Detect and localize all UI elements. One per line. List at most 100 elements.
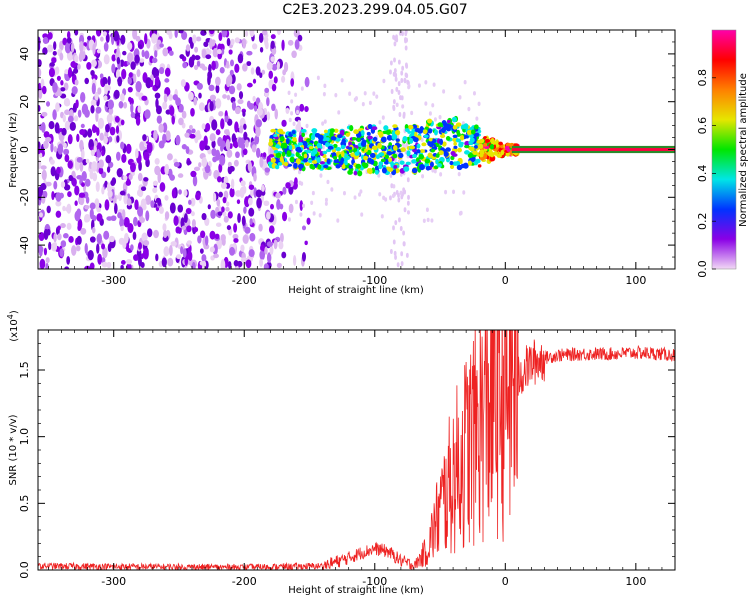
heatmap-cell xyxy=(184,132,190,138)
heatmap-cell xyxy=(378,120,382,125)
heatmap-cell xyxy=(132,231,137,240)
heatmap-cell xyxy=(162,133,167,144)
heatmap-cell xyxy=(242,148,248,156)
heatmap-cell xyxy=(244,196,250,208)
heatmap-cell xyxy=(130,111,136,119)
heatmap-cell xyxy=(232,233,239,240)
heatmap-cell xyxy=(60,87,66,92)
heatmap-cell xyxy=(377,173,381,178)
heatmap-cell xyxy=(299,200,304,211)
heatmap-cell xyxy=(276,262,282,268)
heatmap-cell xyxy=(59,248,64,257)
heatmap-cell xyxy=(400,261,404,267)
heatmap-cell xyxy=(189,124,193,130)
heatmap-cell xyxy=(412,153,417,159)
colorbar-tick-label: 0.2 xyxy=(696,212,709,230)
heatmap-cell xyxy=(103,54,110,65)
heatmap-cell xyxy=(228,165,235,172)
heatmap-cell xyxy=(390,60,393,66)
spectrogram-x-label: Height of straight line (km) xyxy=(288,285,424,296)
heatmap-cell xyxy=(405,252,409,258)
heatmap-cell xyxy=(240,257,248,263)
heatmap-cell xyxy=(423,134,429,139)
heatmap-cell xyxy=(116,56,121,65)
heatmap-cell xyxy=(397,197,401,203)
heatmap-cell xyxy=(295,147,300,152)
heatmap-cell xyxy=(227,161,232,167)
heatmap-cell xyxy=(118,101,124,109)
heatmap-cell xyxy=(141,95,148,101)
heatmap-cell xyxy=(281,75,286,83)
heatmap-cell xyxy=(161,257,167,268)
heatmap-cell xyxy=(194,131,199,144)
heatmap-cell xyxy=(266,111,271,121)
heatmap-cell xyxy=(43,131,50,139)
heatmap-cell xyxy=(99,132,104,141)
heatmap-cell xyxy=(255,66,261,76)
heatmap-cell xyxy=(85,158,90,164)
heatmap-cell xyxy=(334,92,338,98)
heatmap-cell xyxy=(207,74,211,86)
heatmap-cell xyxy=(64,42,72,54)
heatmap-cell xyxy=(137,242,142,250)
heatmap-cell xyxy=(186,240,192,245)
heatmap-cell xyxy=(198,92,202,99)
heatmap-cell xyxy=(278,241,284,250)
heatmap-cell xyxy=(386,134,393,141)
heatmap-cell xyxy=(233,260,239,267)
heatmap-cell xyxy=(63,233,69,239)
heatmap-cell xyxy=(191,128,196,134)
heatmap-cell xyxy=(399,160,405,165)
heatmap-cell xyxy=(489,155,496,162)
heatmap-cell xyxy=(176,254,182,260)
heatmap-cell xyxy=(237,53,244,64)
heatmap-cell xyxy=(69,121,76,131)
heatmap-cell xyxy=(219,67,225,74)
heatmap-cell xyxy=(180,79,186,88)
heatmap-cell xyxy=(263,200,270,207)
heatmap-cell xyxy=(292,255,297,266)
heatmap-cell xyxy=(142,248,149,260)
heatmap-cell xyxy=(114,203,118,215)
heatmap-cell xyxy=(151,33,158,44)
heatmap-cell xyxy=(243,131,248,141)
heatmap-cell xyxy=(249,30,255,38)
heatmap-cell xyxy=(138,44,143,49)
heatmap-cell xyxy=(47,32,53,40)
heatmap-cell xyxy=(103,230,110,240)
heatmap-cell xyxy=(249,232,256,242)
heatmap-cell xyxy=(430,149,435,153)
heatmap-cell xyxy=(178,189,182,195)
heatmap-cell xyxy=(242,63,248,72)
heatmap-cell xyxy=(189,133,196,139)
heatmap-cell xyxy=(159,43,164,48)
heatmap-cell xyxy=(50,142,54,153)
heatmap-cell xyxy=(140,186,147,192)
heatmap-cell xyxy=(143,177,149,182)
heatmap-cell xyxy=(378,152,385,157)
heatmap-cell xyxy=(204,235,209,246)
heatmap-cell xyxy=(108,136,113,143)
heatmap-cell xyxy=(178,30,184,34)
heatmap-cell xyxy=(341,164,346,170)
heatmap-cell xyxy=(424,101,428,106)
heatmap-cell xyxy=(121,153,127,163)
heatmap-cell xyxy=(107,99,114,110)
heatmap-cell xyxy=(229,187,235,198)
heatmap-cell xyxy=(308,159,313,163)
heatmap-cell xyxy=(133,254,139,262)
heatmap-cell xyxy=(187,258,194,266)
heatmap-cell xyxy=(392,239,396,245)
heatmap-cell xyxy=(357,170,363,177)
heatmap-cell xyxy=(42,36,49,45)
heatmap-cell xyxy=(244,226,251,234)
heatmap-cell xyxy=(259,156,264,168)
heatmap-cell xyxy=(394,129,401,136)
heatmap-cell xyxy=(177,173,184,178)
heatmap-cell xyxy=(110,179,116,187)
heatmap-cell xyxy=(425,165,431,171)
x-tick-label: 0 xyxy=(502,575,509,588)
heatmap-cell xyxy=(135,35,141,42)
heatmap-cell xyxy=(38,123,43,131)
heatmap-cell xyxy=(266,241,273,247)
